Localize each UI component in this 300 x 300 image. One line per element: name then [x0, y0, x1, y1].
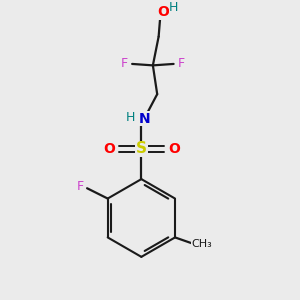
Text: H: H [169, 1, 178, 14]
Text: CH₃: CH₃ [191, 238, 212, 249]
Text: O: O [157, 5, 169, 19]
Text: N: N [138, 112, 150, 126]
Text: F: F [178, 57, 185, 70]
Text: F: F [76, 180, 83, 193]
Text: F: F [121, 57, 128, 70]
Text: S: S [136, 141, 147, 156]
Text: O: O [168, 142, 180, 156]
Text: H: H [126, 111, 135, 124]
Text: O: O [103, 142, 115, 156]
